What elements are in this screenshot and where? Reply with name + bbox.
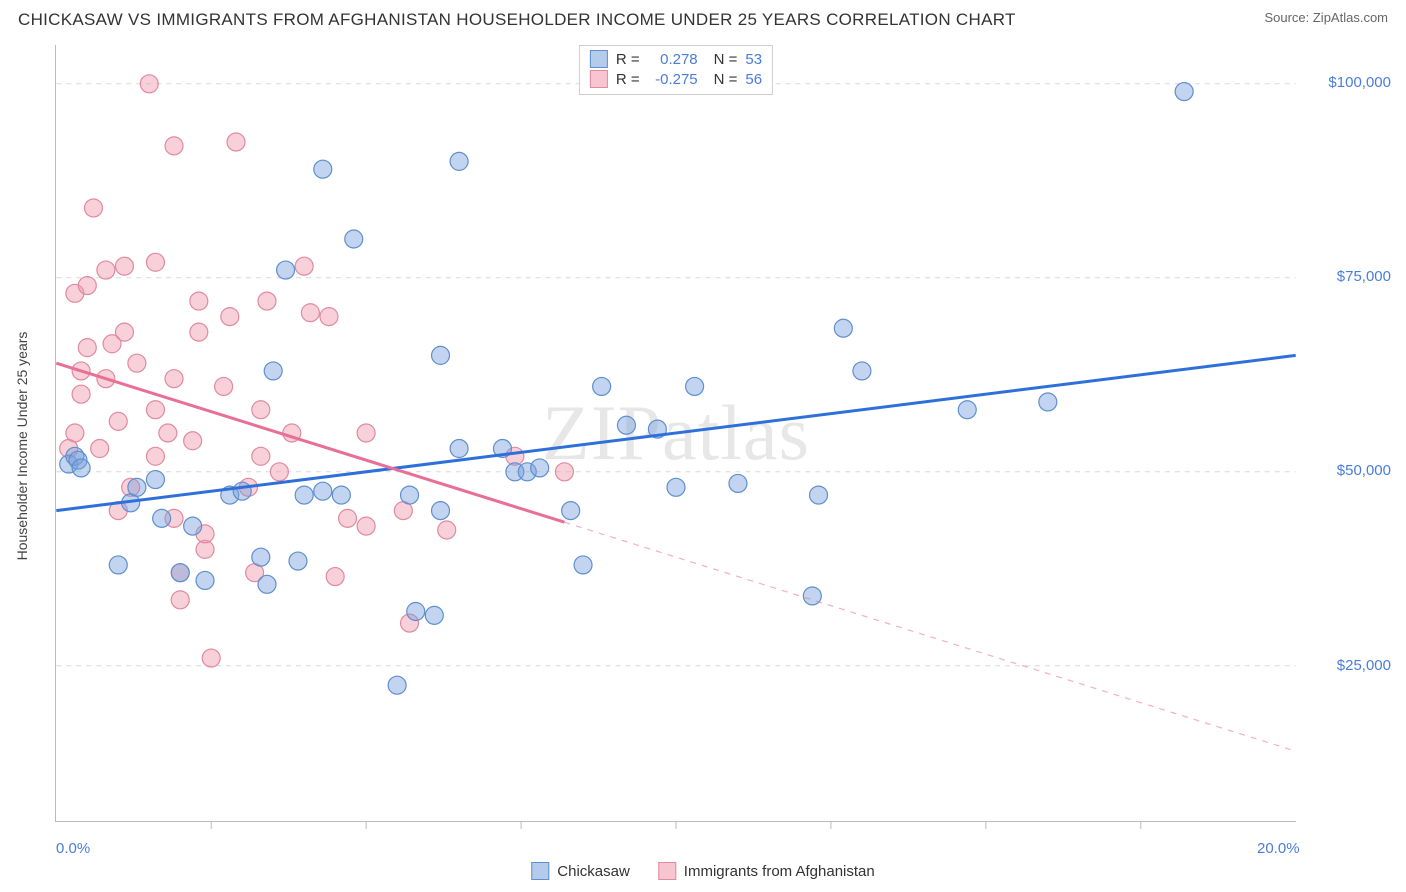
scatter-plot-svg xyxy=(56,45,1296,821)
legend-row-afghanistan: R = -0.275 N = 56 xyxy=(590,70,762,88)
n-value-2: 56 xyxy=(745,71,762,88)
n-value-1: 53 xyxy=(745,51,762,68)
source-label: Source: ZipAtlas.com xyxy=(1264,10,1388,25)
swatch-pink-bottom xyxy=(658,862,676,880)
swatch-pink xyxy=(590,70,608,88)
y-tick-label: $100,000 xyxy=(1328,74,1391,91)
swatch-blue xyxy=(590,50,608,68)
y-tick-label: $25,000 xyxy=(1337,657,1391,674)
swatch-blue-bottom xyxy=(531,862,549,880)
n-label-1: N = xyxy=(714,51,738,68)
legend-item-afghanistan: Immigrants from Afghanistan xyxy=(658,862,875,880)
chart-plot-area: ZIPatlas R = 0.278 N = 53 R = -0.275 N =… xyxy=(55,45,1296,822)
y-tick-label: $75,000 xyxy=(1337,268,1391,285)
x-tick-label: 20.0% xyxy=(1257,840,1300,857)
r-label-2: R = xyxy=(616,71,640,88)
legend-label-afghanistan: Immigrants from Afghanistan xyxy=(684,863,875,880)
r-value-2: -0.275 xyxy=(648,71,698,88)
n-label-2: N = xyxy=(714,71,738,88)
legend-item-chickasaw: Chickasaw xyxy=(531,862,630,880)
correlation-legend: R = 0.278 N = 53 R = -0.275 N = 56 xyxy=(579,45,773,95)
legend-label-chickasaw: Chickasaw xyxy=(557,863,630,880)
r-value-1: 0.278 xyxy=(648,51,698,68)
x-tick-label: 0.0% xyxy=(56,840,90,857)
chart-title: CHICKASAW VS IMMIGRANTS FROM AFGHANISTAN… xyxy=(18,10,1016,30)
series-legend: Chickasaw Immigrants from Afghanistan xyxy=(531,862,874,880)
r-label-1: R = xyxy=(616,51,640,68)
y-tick-label: $50,000 xyxy=(1337,462,1391,479)
legend-row-chickasaw: R = 0.278 N = 53 xyxy=(590,50,762,68)
y-axis-label: Householder Income Under 25 years xyxy=(14,332,30,561)
